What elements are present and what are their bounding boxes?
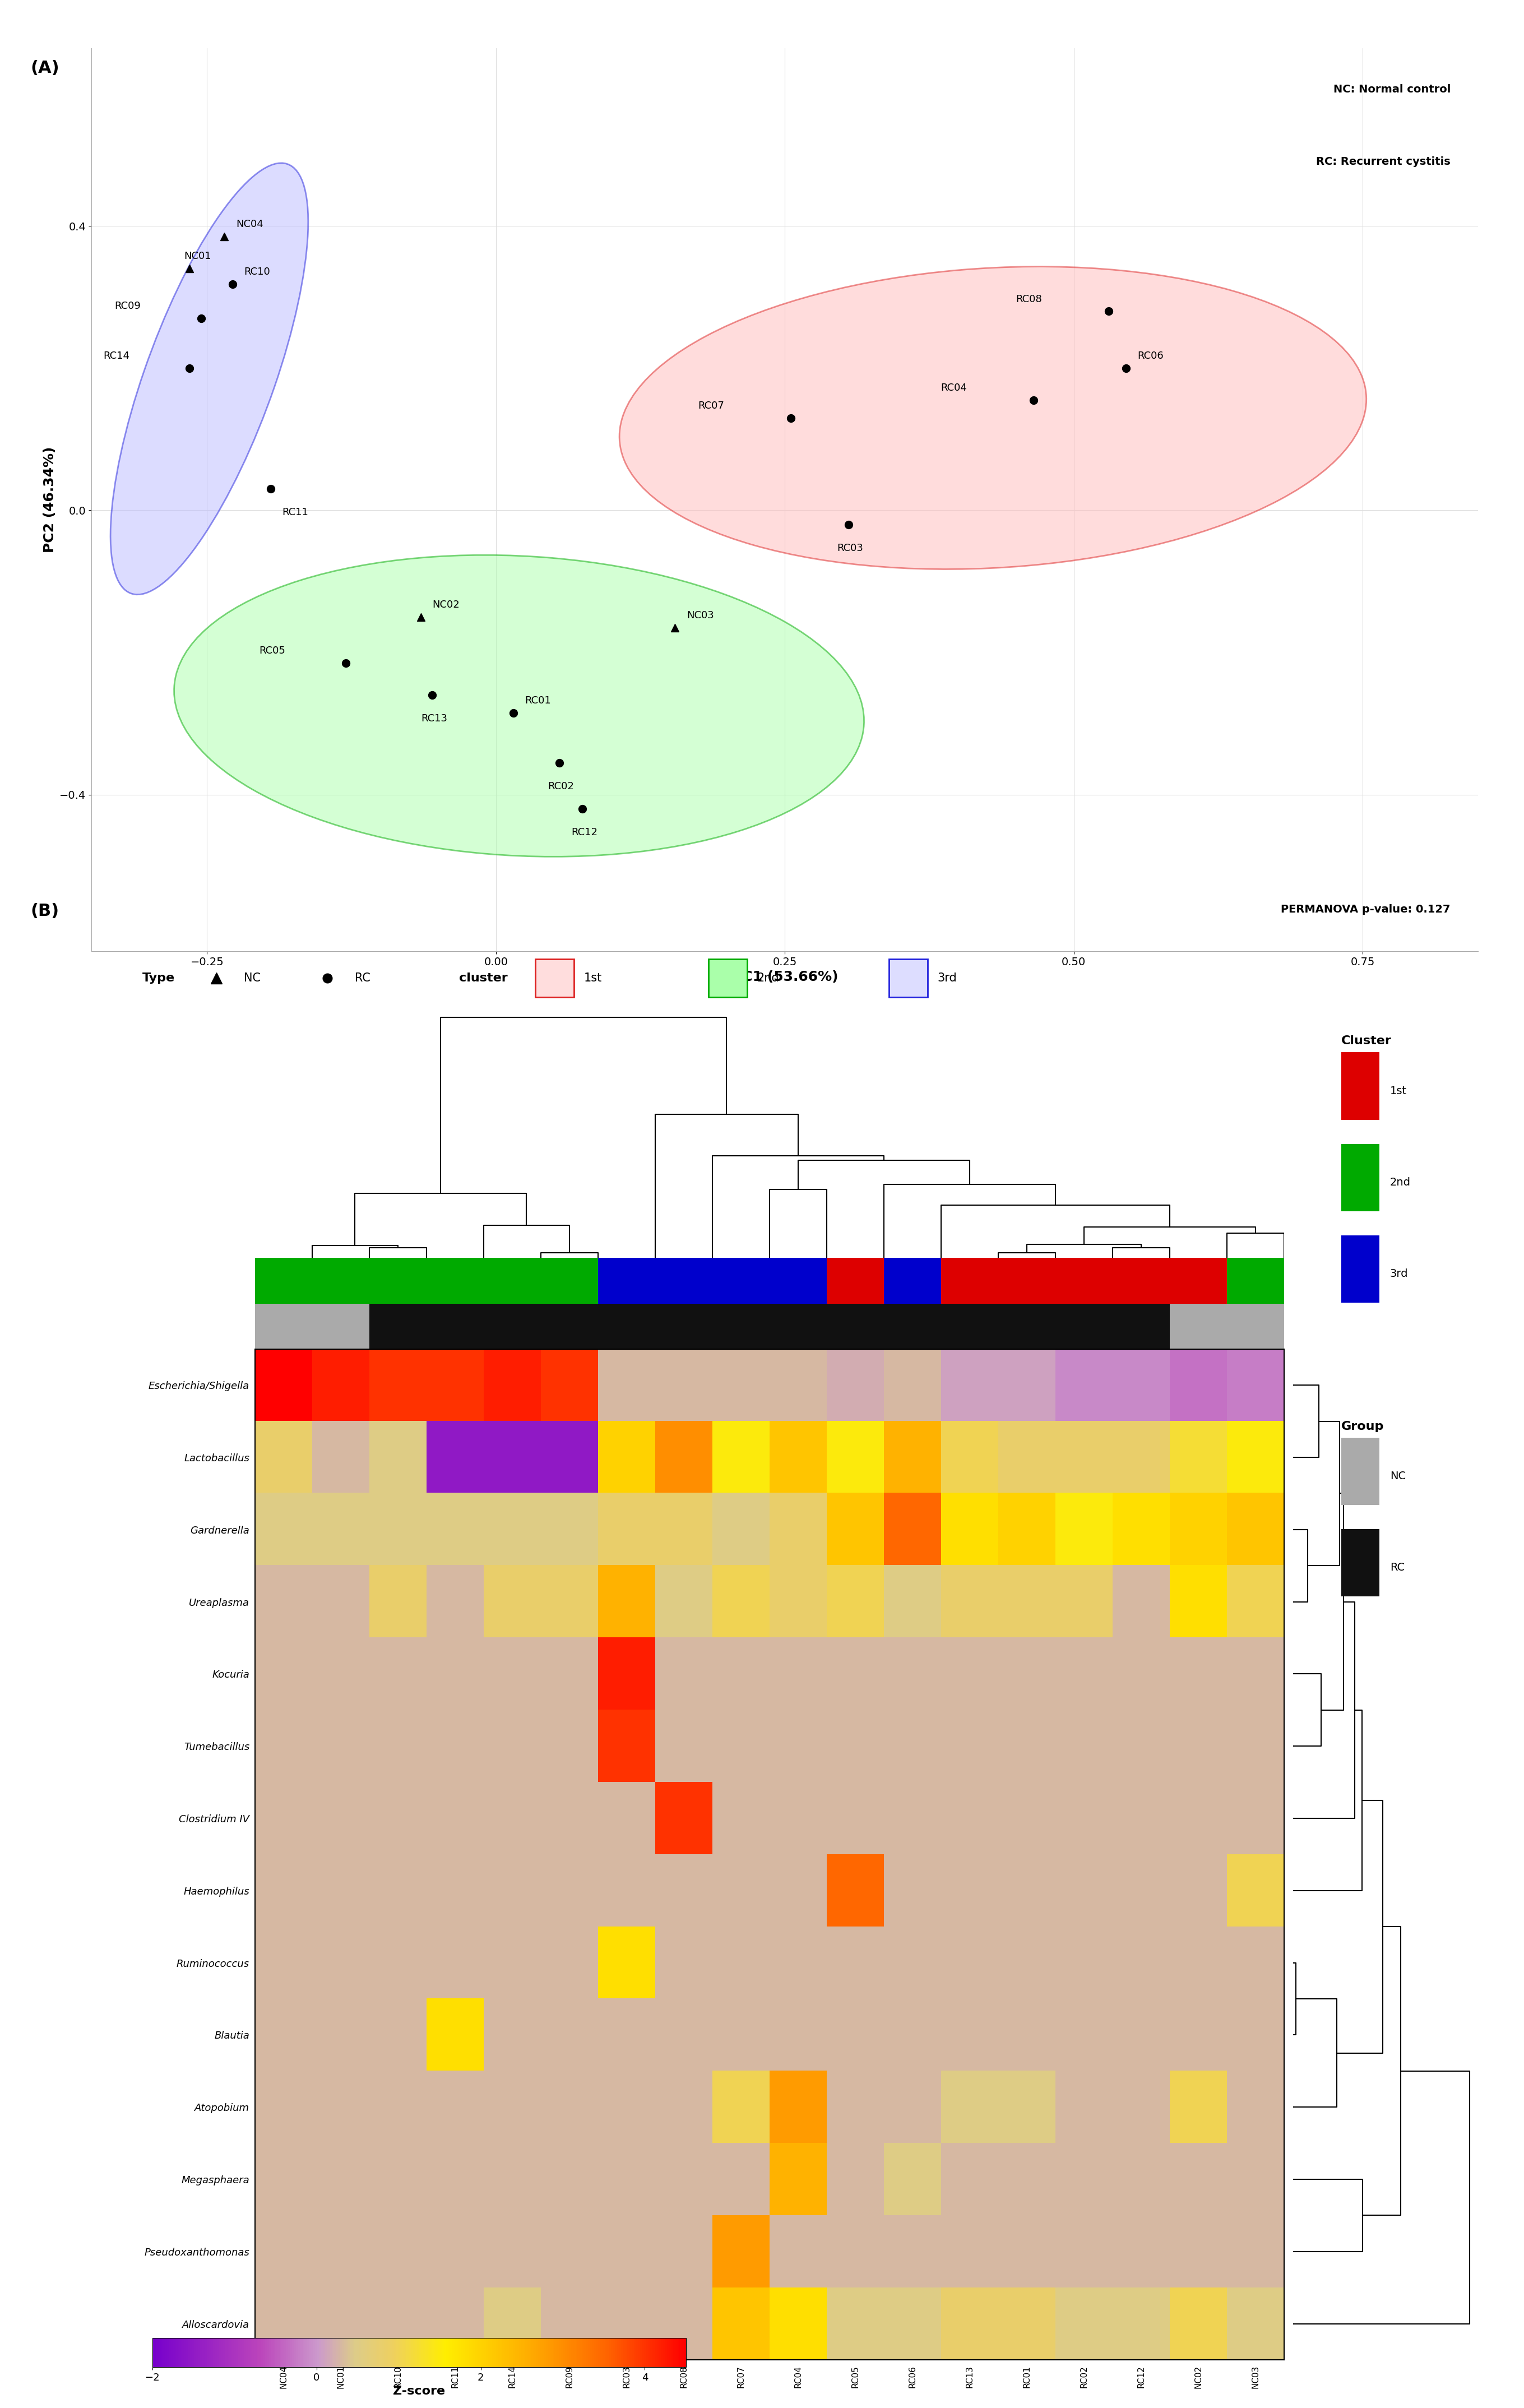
- Text: Type: Type: [142, 973, 175, 985]
- Bar: [998, 1303, 1055, 1348]
- Bar: [770, 1257, 826, 1303]
- Bar: [884, 1257, 940, 1303]
- Bar: [1055, 1303, 1113, 1348]
- Text: Group: Group: [1341, 1421, 1384, 1433]
- Text: RC08: RC08: [1017, 294, 1042, 303]
- Bar: [884, 1303, 940, 1348]
- Text: NC: NC: [1390, 1471, 1405, 1481]
- Bar: [312, 1303, 369, 1348]
- Text: NC02: NC02: [433, 600, 460, 609]
- Text: (B): (B): [30, 903, 59, 920]
- Text: RC12: RC12: [572, 828, 597, 838]
- Text: 3rd: 3rd: [1390, 1269, 1408, 1279]
- Bar: [1055, 1257, 1113, 1303]
- Text: RC03: RC03: [837, 542, 863, 554]
- Bar: [255, 1257, 312, 1303]
- X-axis label: Z-score: Z-score: [393, 2386, 445, 2396]
- Bar: [655, 1257, 712, 1303]
- Text: RC01: RC01: [524, 696, 552, 706]
- Bar: [1227, 1303, 1283, 1348]
- Text: cluster: cluster: [459, 973, 507, 985]
- Ellipse shape: [174, 556, 864, 857]
- FancyBboxPatch shape: [888, 958, 928, 997]
- Bar: [483, 1257, 541, 1303]
- Bar: [597, 1257, 655, 1303]
- Bar: [1113, 1303, 1169, 1348]
- Bar: [427, 1257, 483, 1303]
- Text: RC07: RC07: [698, 400, 724, 412]
- Bar: [712, 1257, 770, 1303]
- Bar: [1113, 1257, 1169, 1303]
- Text: RC: Recurrent cystitis: RC: Recurrent cystitis: [1317, 157, 1451, 166]
- Ellipse shape: [110, 164, 308, 595]
- Ellipse shape: [619, 267, 1367, 568]
- Text: RC06: RC06: [1137, 352, 1163, 361]
- Bar: [712, 1303, 770, 1348]
- Text: NC01: NC01: [184, 250, 212, 262]
- Text: RC05: RC05: [259, 645, 285, 655]
- Text: RC11: RC11: [282, 508, 308, 518]
- X-axis label: PC1 (53.66%): PC1 (53.66%): [732, 970, 838, 985]
- Text: NC04: NC04: [236, 219, 264, 229]
- FancyBboxPatch shape: [535, 958, 575, 997]
- Y-axis label: PC2 (46.34%): PC2 (46.34%): [43, 445, 56, 554]
- Bar: [255, 1303, 312, 1348]
- Text: RC14: RC14: [104, 352, 130, 361]
- Text: Cluster: Cluster: [1341, 1035, 1391, 1047]
- Text: 1st: 1st: [584, 973, 602, 985]
- Bar: [483, 1303, 541, 1348]
- Text: NC: Normal control: NC: Normal control: [1334, 84, 1451, 94]
- Bar: [1227, 1257, 1283, 1303]
- Bar: [541, 1257, 597, 1303]
- Bar: [655, 1303, 712, 1348]
- Bar: [312, 1257, 369, 1303]
- Text: RC02: RC02: [549, 780, 575, 792]
- Bar: [1169, 1257, 1227, 1303]
- Bar: [940, 1257, 998, 1303]
- Text: RC: RC: [1390, 1563, 1405, 1572]
- Text: 2nd: 2nd: [757, 973, 779, 985]
- Text: 1st: 1st: [1390, 1086, 1407, 1096]
- Text: RC: RC: [355, 973, 370, 985]
- Bar: [826, 1303, 884, 1348]
- Text: RC10: RC10: [244, 267, 270, 277]
- Bar: [998, 1257, 1055, 1303]
- Bar: [427, 1303, 483, 1348]
- Bar: [597, 1303, 655, 1348]
- Bar: [826, 1257, 884, 1303]
- Text: RC13: RC13: [421, 713, 447, 725]
- Text: RC04: RC04: [940, 383, 968, 393]
- Text: 3rd: 3rd: [937, 973, 957, 985]
- FancyBboxPatch shape: [709, 958, 747, 997]
- Text: 2nd: 2nd: [1390, 1178, 1411, 1187]
- Text: (A): (A): [30, 60, 59, 77]
- Bar: [1169, 1303, 1227, 1348]
- Bar: [770, 1303, 826, 1348]
- Bar: [940, 1303, 998, 1348]
- Text: RC09: RC09: [114, 301, 140, 311]
- Bar: [541, 1303, 597, 1348]
- Text: NC03: NC03: [687, 612, 713, 621]
- Text: PERMANOVA p-value: 0.127: PERMANOVA p-value: 0.127: [1282, 905, 1451, 915]
- Bar: [369, 1257, 427, 1303]
- Bar: [369, 1303, 427, 1348]
- Text: NC: NC: [244, 973, 261, 985]
